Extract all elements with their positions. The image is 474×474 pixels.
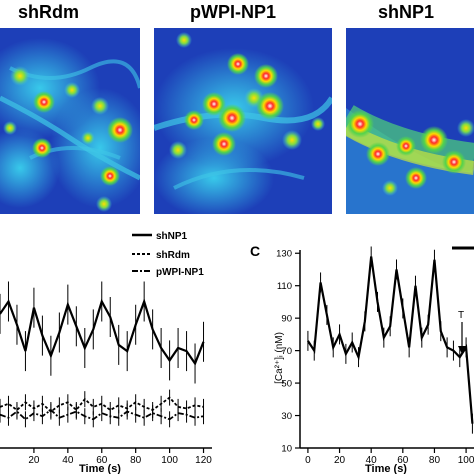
chart-calcium: C [Ca²⁺]ᵢ (nM) 10 30 50 70 90 110 130 0 20 40 60 8… <box>250 243 474 474</box>
legend-label-shrdm: shRdm <box>156 250 190 261</box>
x-tick-label: 60 <box>397 455 409 466</box>
x-tick-label: 20 <box>28 455 40 466</box>
arrow-marker <box>458 322 466 354</box>
x-tick-label: 40 <box>366 455 378 466</box>
heatmap-image-pwpi-np1 <box>154 28 332 214</box>
x-axis-label-c: Time (s) <box>365 463 407 474</box>
chart-traces: shNP1 shRdm pWPI-NP1 20 40 60 80 100 120 Time… <box>0 231 212 474</box>
legend-label-shnp1: shNP1 <box>156 231 188 242</box>
image-title-pwpi-np1: pWPI-NP1 <box>190 2 277 22</box>
heatmap-image-shrdm <box>0 28 140 214</box>
calcium-trace <box>306 256 474 424</box>
legend: shNP1 shRdm pWPI-NP1 <box>132 231 204 278</box>
y-tick-label: 110 <box>277 281 292 292</box>
x-tick-label: 20 <box>334 455 346 466</box>
y-tick-label: 90 <box>281 314 292 325</box>
x-tick-label: 0 <box>305 455 311 466</box>
x-tick-label: 60 <box>96 455 108 466</box>
heatmap-image-shnp1 <box>346 28 474 214</box>
panel-label-c: C <box>250 243 260 259</box>
y-tick-label: 130 <box>276 249 292 260</box>
legend-label-pwpi-np1: pWPI-NP1 <box>156 267 204 278</box>
y-tick-label: 10 <box>281 444 292 455</box>
x-axis-label: Time (s) <box>79 463 121 474</box>
x-tick-label: 100 <box>458 455 474 466</box>
x-tick-label: 40 <box>62 455 74 466</box>
y-tick-label: 70 <box>281 346 292 357</box>
y-tick-label: 30 <box>281 411 292 422</box>
arrow-label: T <box>458 310 464 321</box>
x-tick-label: 80 <box>130 455 142 466</box>
image-title-shnp1: shNP1 <box>378 2 435 22</box>
y-axis-label: [Ca²⁺]ᵢ (nM) <box>274 332 285 384</box>
x-tick-label: 120 <box>195 455 212 466</box>
x-tick-label: 100 <box>161 455 178 466</box>
y-tick-label: 50 <box>281 379 292 390</box>
image-title-shrdm: shRdm <box>18 2 80 22</box>
x-tick-label: 80 <box>429 455 441 466</box>
